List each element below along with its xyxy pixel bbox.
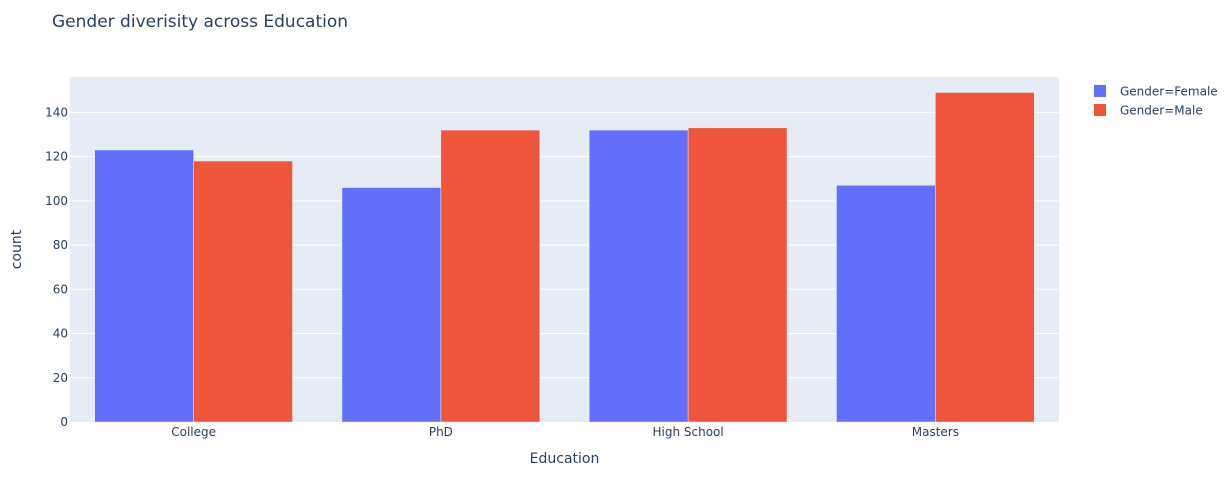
chart-title: Gender diverisity across Education — [52, 12, 348, 32]
y-tick-label: 40 — [53, 327, 68, 341]
bar[interactable] — [440, 129, 541, 423]
bar[interactable] — [836, 185, 936, 423]
bar[interactable] — [588, 129, 689, 423]
legend-swatch[interactable] — [1094, 104, 1106, 116]
legend-swatch[interactable] — [1094, 85, 1106, 97]
bars — [94, 92, 1035, 423]
bar[interactable] — [341, 187, 442, 423]
y-axis-ticks: 0 20 40 60 80 100 120 140 — [45, 105, 68, 429]
y-tick-label: 140 — [45, 105, 68, 119]
legend-item-label[interactable]: Gender=Male — [1120, 104, 1203, 118]
y-tick-label: 80 — [53, 238, 68, 252]
y-tick-label: 100 — [45, 194, 68, 208]
x-tick-label: High School — [653, 425, 724, 439]
y-tick-label: 120 — [45, 150, 68, 164]
bar[interactable] — [935, 92, 1035, 423]
x-tick-label: Masters — [912, 425, 959, 439]
legend-item-label[interactable]: Gender=Female — [1120, 85, 1218, 99]
bar[interactable] — [94, 149, 194, 423]
y-tick-label: 20 — [53, 371, 68, 385]
y-tick-label: 0 — [60, 415, 68, 429]
y-tick-label: 60 — [53, 282, 68, 296]
bar[interactable] — [193, 160, 293, 423]
y-axis-title: count — [9, 229, 25, 269]
x-tick-label: College — [171, 425, 216, 439]
x-axis-ticks: College PhD High School Masters — [171, 425, 959, 439]
x-axis-title: Education — [530, 451, 600, 467]
x-tick-label: PhD — [429, 425, 453, 439]
legend[interactable]: Gender=Female Gender=Male — [1094, 85, 1218, 118]
bar[interactable] — [687, 127, 788, 423]
